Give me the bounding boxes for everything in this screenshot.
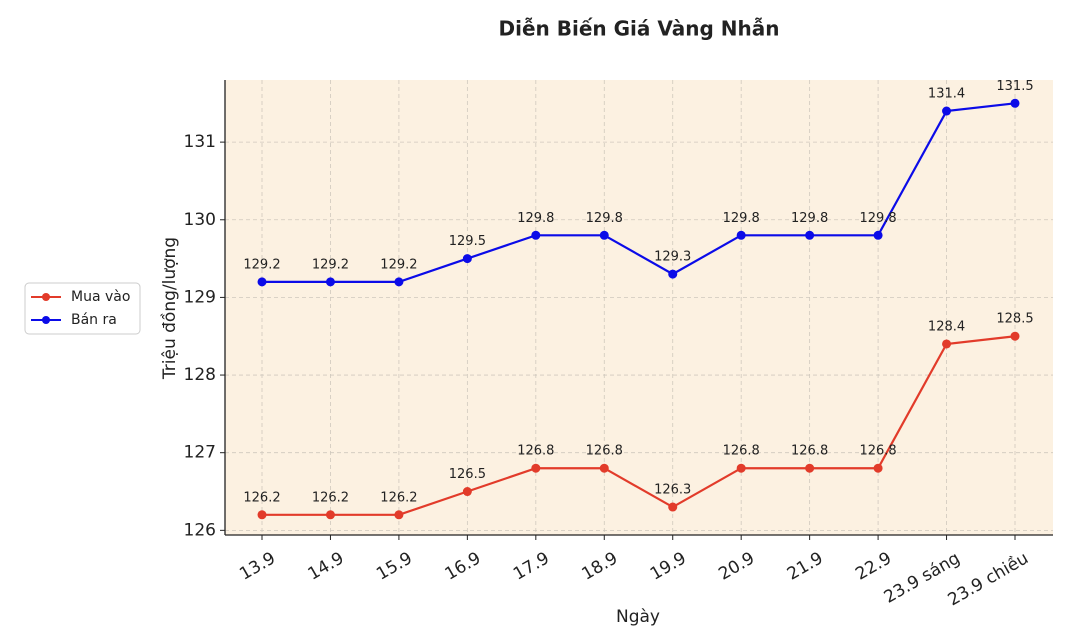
data-label: 126.5 (449, 467, 486, 482)
data-point (599, 230, 609, 240)
data-point (599, 463, 609, 473)
data-point (462, 487, 472, 497)
data-point (736, 230, 746, 240)
legend-box (24, 282, 141, 335)
data-label: 128.4 (928, 319, 965, 334)
data-label: 129.8 (859, 211, 896, 226)
y-axis-label: Triệu đồng/lượng (159, 237, 180, 380)
legend-label: Bán ra (71, 312, 117, 328)
data-label: 129.3 (654, 250, 691, 265)
data-point (736, 463, 746, 473)
x-tick-label: 21.9 (784, 548, 827, 584)
y-tick-label: 129 (184, 287, 216, 307)
data-label: 131.5 (996, 79, 1033, 94)
data-label: 129.8 (791, 211, 828, 226)
x-tick-label: 22.9 (852, 548, 895, 584)
data-label: 126.8 (859, 444, 896, 459)
data-label: 129.2 (243, 257, 280, 272)
series-line (262, 335, 1016, 516)
data-label: 126.2 (312, 490, 349, 505)
data-point (394, 277, 404, 287)
data-label: 129.8 (723, 211, 760, 226)
data-point (1010, 98, 1020, 108)
legend-marker (42, 316, 50, 324)
data-point (805, 230, 815, 240)
data-point (668, 269, 678, 279)
plot-area (225, 80, 1053, 535)
data-label: 129.2 (312, 257, 349, 272)
series-line (262, 102, 1016, 283)
y-tick-label: 128 (184, 365, 216, 385)
data-point (942, 339, 952, 349)
data-point (531, 463, 541, 473)
data-label: 126.2 (380, 490, 417, 505)
data-point (257, 510, 267, 520)
data-label: 129.5 (449, 234, 486, 249)
x-tick-label: 15.9 (373, 548, 416, 584)
data-point (325, 510, 335, 520)
x-tick-label: 17.9 (510, 548, 553, 584)
data-label: 129.8 (517, 211, 554, 226)
data-label: 126.8 (791, 444, 828, 459)
x-axis-label: Ngày (616, 607, 660, 627)
y-tick-label: 131 (184, 132, 216, 152)
x-tick-label: 14.9 (305, 548, 348, 584)
data-point (394, 510, 404, 520)
data-point (1010, 331, 1020, 341)
data-point (942, 106, 952, 116)
data-label: 126.8 (723, 444, 760, 459)
data-point (805, 463, 815, 473)
legend-marker (42, 293, 50, 301)
data-label: 129.8 (586, 211, 623, 226)
data-point (873, 463, 883, 473)
x-tick-label: 18.9 (578, 548, 621, 584)
y-tick-label: 127 (184, 443, 216, 463)
data-label: 126.8 (517, 444, 554, 459)
data-point (531, 230, 541, 240)
y-tick-label: 126 (184, 520, 216, 540)
data-point (325, 277, 335, 287)
y-tick-label: 130 (184, 210, 216, 230)
data-label: 126.2 (243, 490, 280, 505)
data-label: 128.5 (996, 312, 1033, 327)
x-tick-label: 20.9 (715, 548, 758, 584)
chart-title: Diễn Biến Giá Vàng Nhẫn (499, 17, 780, 41)
legend-label: Mua vào (71, 289, 130, 305)
data-label: 126.3 (654, 483, 691, 498)
data-point (668, 502, 678, 512)
x-tick-label: 19.9 (647, 548, 690, 584)
data-label: 126.8 (586, 444, 623, 459)
x-tick-label: 16.9 (442, 548, 485, 584)
data-point (462, 254, 472, 264)
data-label: 131.4 (928, 87, 965, 102)
x-tick-label: 13.9 (236, 548, 279, 584)
data-point (257, 277, 267, 287)
data-label: 129.2 (380, 257, 417, 272)
data-point (873, 230, 883, 240)
